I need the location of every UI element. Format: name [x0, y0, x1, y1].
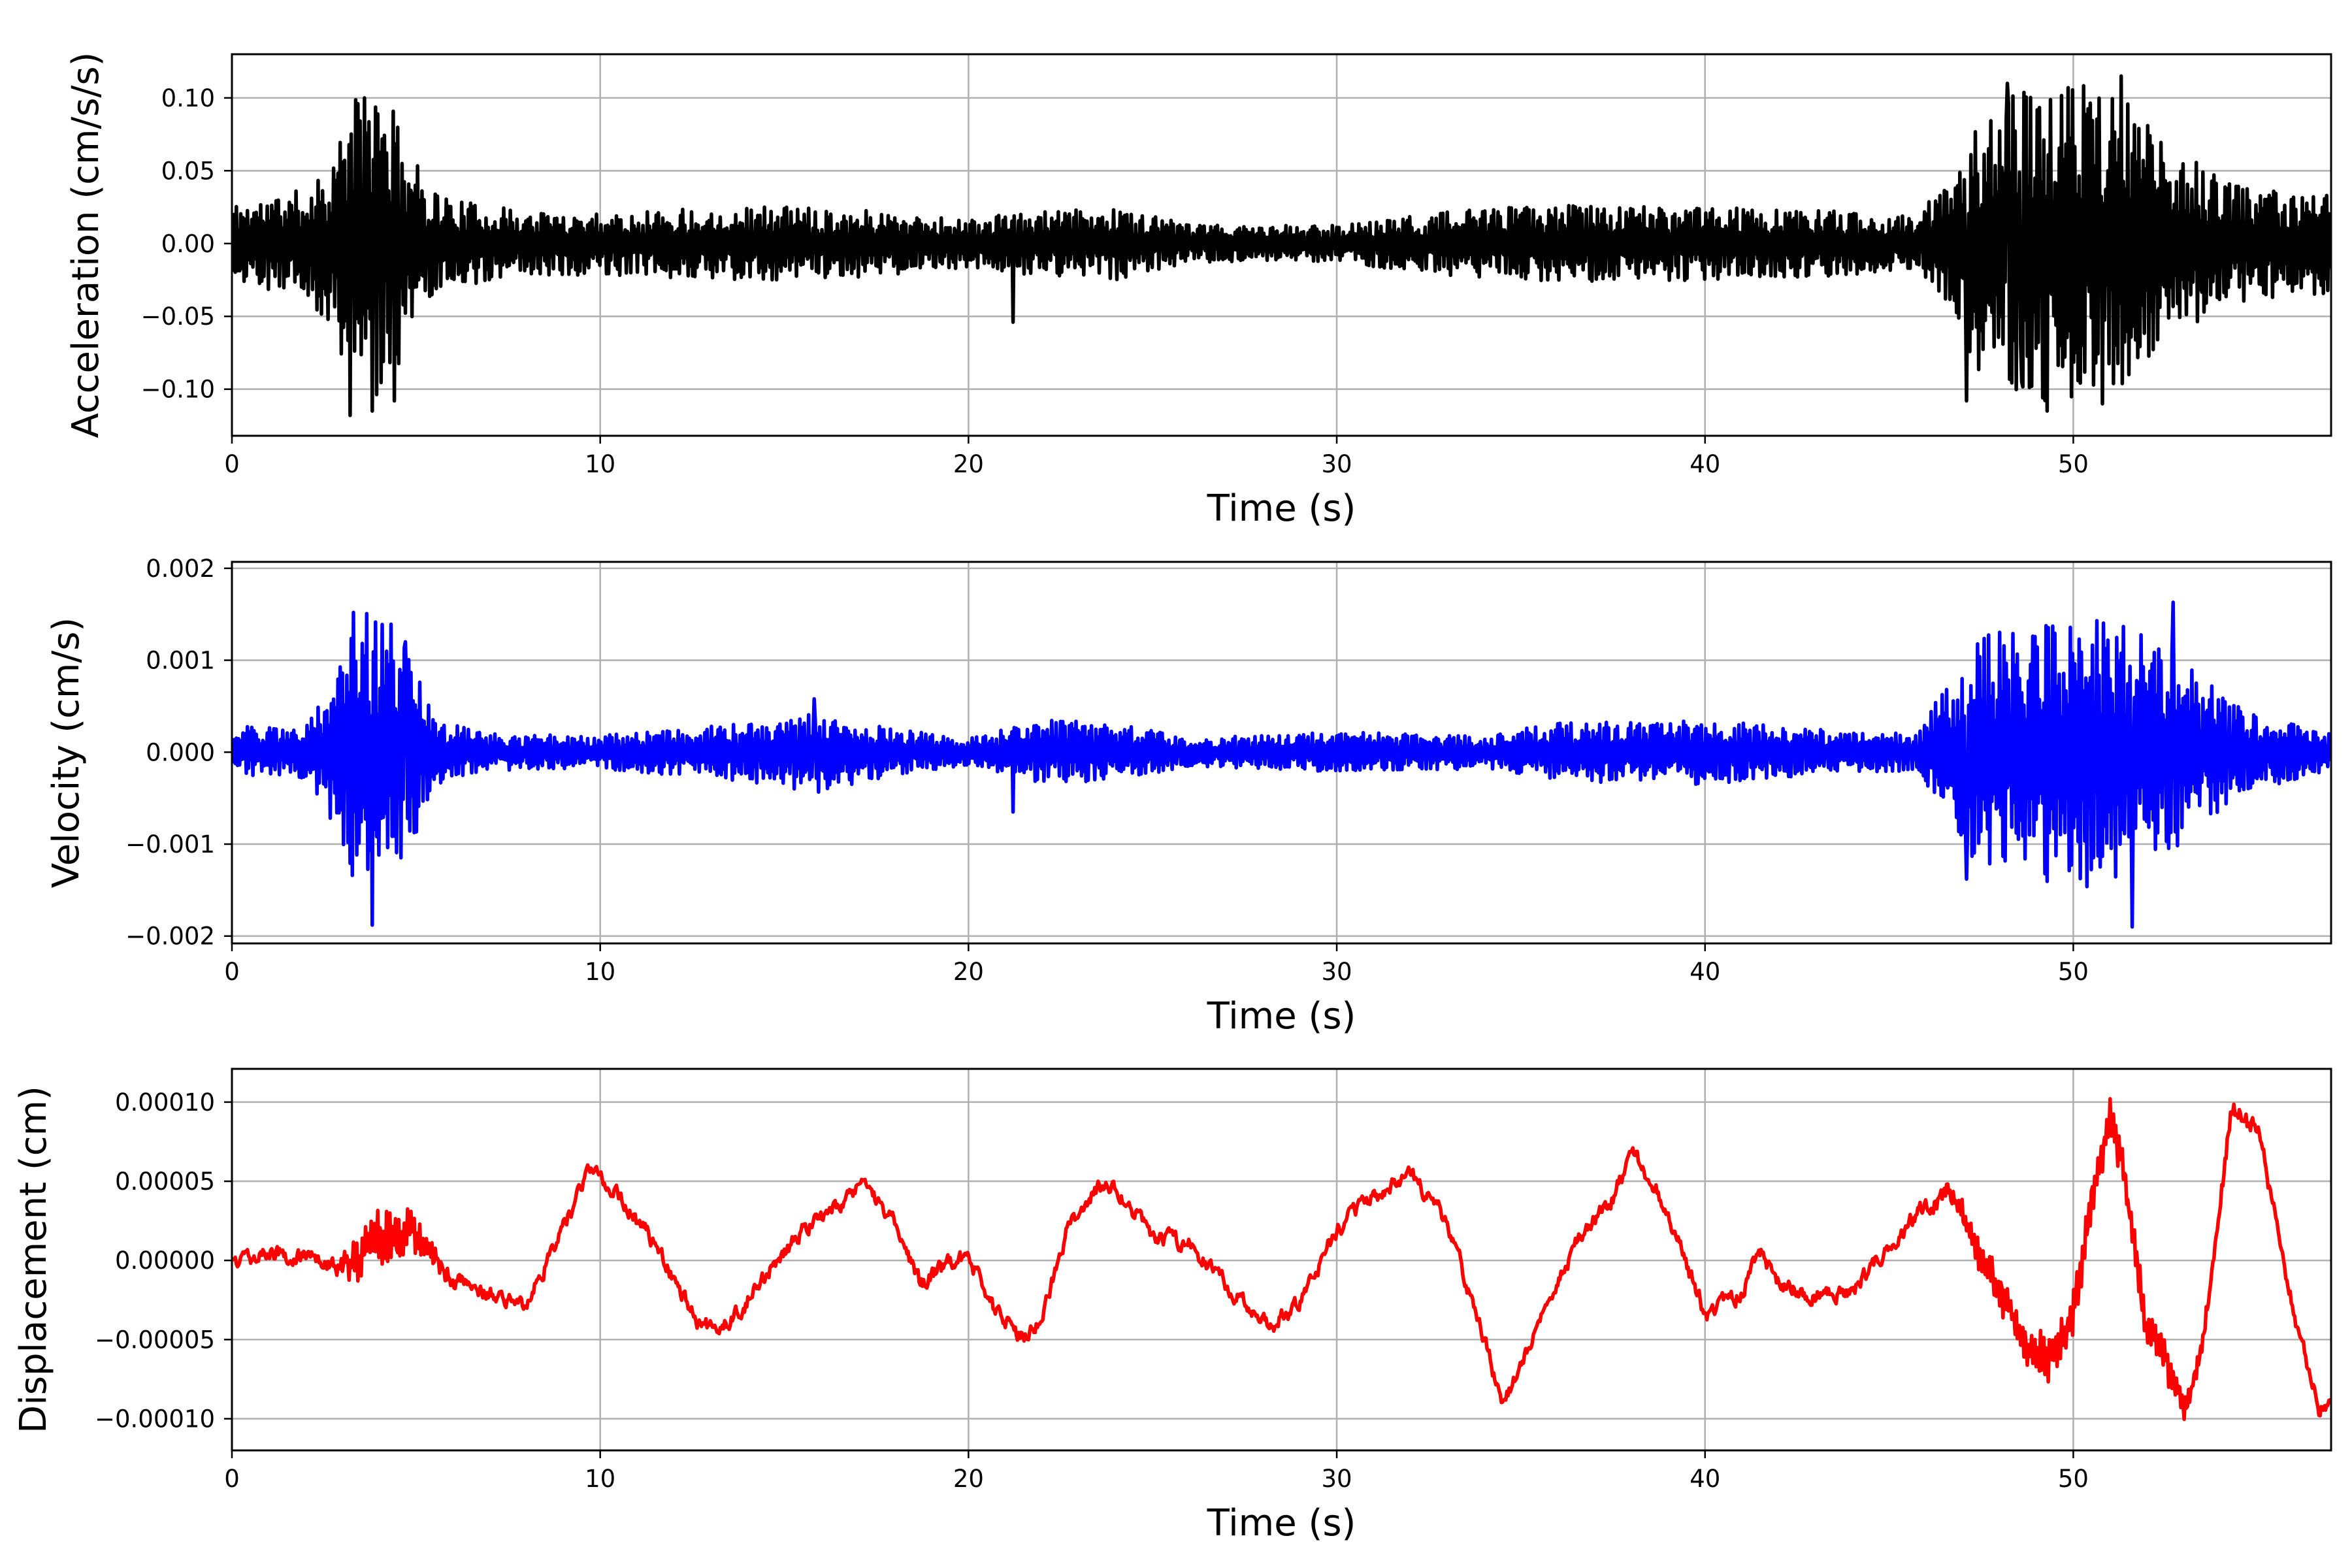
x-tick-label: 40	[1690, 450, 1720, 478]
y-tick-label: 0.00005	[115, 1168, 215, 1196]
x-tick-label: 20	[953, 1465, 984, 1493]
y-tick-label: 0.05	[161, 157, 215, 185]
x-tick-label: 30	[1322, 1465, 1352, 1493]
y-tick-label: −0.001	[125, 830, 215, 858]
y-axis-ticks: −0.00010 −0.00005 0.00000 0.00005 0.00010	[95, 1088, 232, 1433]
y-tick-label: 0.00010	[115, 1088, 215, 1117]
y-tick-label: 0.002	[146, 555, 215, 583]
x-tick-label: 20	[953, 450, 984, 478]
grid	[231, 1069, 2331, 1450]
x-tick-label: 0	[224, 958, 240, 986]
x-tick-label: 40	[1690, 958, 1720, 986]
y-axis-label: Displacement (cm)	[12, 1086, 55, 1433]
y-tick-label: −0.00005	[95, 1326, 215, 1354]
displacement-series-line	[232, 1097, 2331, 1422]
x-axis-label: Time (s)	[1207, 995, 1356, 1037]
y-tick-label: 0.00	[161, 230, 215, 258]
y-tick-label: −0.002	[125, 923, 215, 951]
velocity-series-line	[232, 600, 2331, 929]
x-tick-label: 0	[224, 450, 240, 478]
panel-displacement: 0 10 20 30 40 50 −0.00010 −0.00005 0.00000 0.000…	[12, 1068, 2332, 1544]
x-axis-ticks: 0 10 20 30 40 50	[224, 436, 2089, 478]
y-tick-label: 0.00000	[115, 1247, 215, 1275]
y-axis-label: Acceleration (cm/s/s)	[65, 52, 107, 438]
plot-area	[231, 53, 2332, 437]
y-axis-label: Velocity (cm/s)	[45, 617, 88, 889]
axes-frame	[231, 53, 2332, 437]
y-axis-ticks: −0.002 −0.001 0.000 0.001 0.002	[125, 555, 232, 951]
panel-velocity: 0 10 20 30 40 50 −0.002−0.0010.0000.0010.002 …	[45, 555, 2332, 1037]
y-tick-label: −0.00010	[95, 1405, 215, 1433]
x-tick-label: 10	[585, 958, 615, 986]
x-tick-label: 10	[585, 1465, 615, 1493]
y-tick-label: 0.10	[161, 84, 215, 112]
x-tick-label: 10	[585, 450, 615, 478]
y-tick-label: −0.05	[141, 302, 215, 331]
x-tick-label: 50	[2058, 958, 2089, 986]
x-tick-label: 40	[1690, 1465, 1720, 1493]
x-axis-label: Time (s)	[1207, 1502, 1356, 1544]
y-axis-ticks: −0.10 −0.05 0.00 0.05 0.10	[141, 84, 232, 404]
x-axis-ticks: 0 10 20 30 40 50	[224, 943, 2089, 986]
panel-acceleration: 0 10 20 30 40 50 −0.10 −0.05 0.00 0.05 0.10 Time …	[65, 52, 2332, 530]
x-axis-ticks: 0 10 20 30 40 50	[224, 1450, 2089, 1493]
x-tick-label: 50	[2058, 1465, 2089, 1493]
x-tick-label: 30	[1322, 450, 1352, 478]
x-tick-label: 20	[953, 958, 984, 986]
y-tick-label: 0.000	[146, 738, 215, 766]
acceleration-series-line	[232, 74, 2331, 417]
x-axis-label: Time (s)	[1207, 487, 1356, 530]
y-tick-label: −0.10	[141, 376, 215, 404]
x-tick-label: 0	[224, 1465, 240, 1493]
x-tick-label: 30	[1322, 958, 1352, 986]
x-tick-label: 50	[2058, 450, 2089, 478]
y-tick-label: 0.001	[146, 647, 215, 675]
